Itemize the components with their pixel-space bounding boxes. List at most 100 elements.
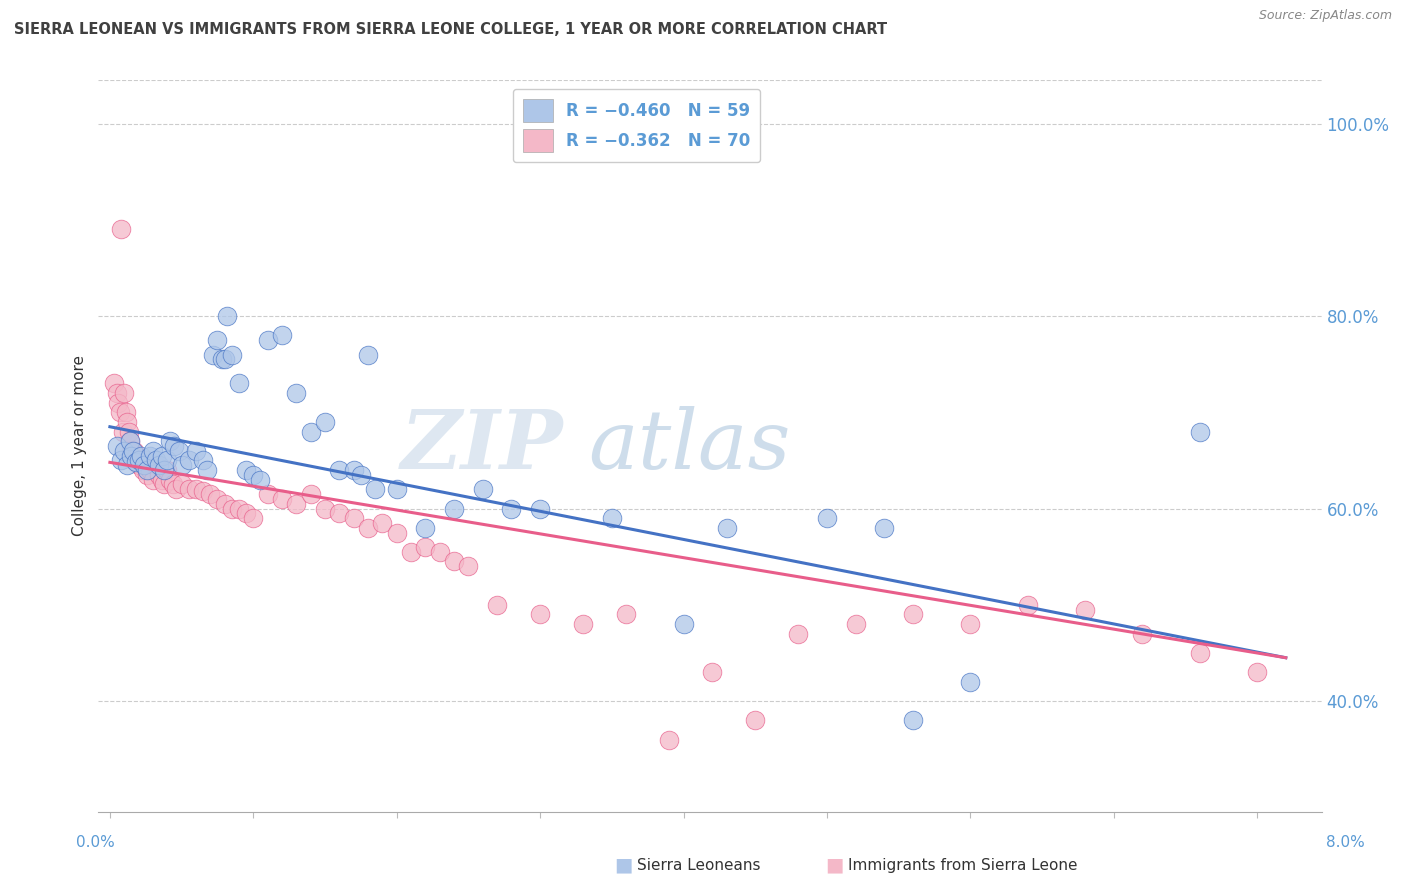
Point	[162, 477, 184, 491]
Point	[221, 347, 243, 362]
Point	[105, 439, 128, 453]
Point	[716, 521, 738, 535]
Point	[429, 545, 451, 559]
Point	[108, 405, 131, 419]
Point	[148, 467, 170, 482]
Point	[221, 501, 243, 516]
Point	[1017, 598, 1039, 612]
Point	[184, 483, 207, 497]
Point	[120, 443, 142, 458]
Point	[343, 511, 366, 525]
Point	[170, 458, 193, 473]
Point	[135, 453, 157, 467]
Point	[117, 425, 139, 439]
Y-axis label: College, 1 year or more: College, 1 year or more	[72, 356, 87, 536]
Point	[145, 458, 167, 473]
Point	[228, 501, 250, 516]
Text: Immigrants from Sierra Leone: Immigrants from Sierra Leone	[848, 858, 1077, 872]
Text: atlas: atlas	[588, 406, 790, 486]
Point	[235, 463, 257, 477]
Point	[139, 449, 162, 463]
Point	[1188, 425, 1211, 439]
Text: 8.0%: 8.0%	[1326, 836, 1365, 850]
Point	[122, 443, 145, 458]
Text: Source: ZipAtlas.com: Source: ZipAtlas.com	[1258, 9, 1392, 22]
Point	[529, 501, 551, 516]
Point	[114, 405, 136, 419]
Point	[150, 473, 173, 487]
Point	[385, 483, 408, 497]
Point	[125, 449, 148, 463]
Point	[242, 467, 264, 482]
Point	[1246, 665, 1268, 680]
Point	[271, 491, 294, 506]
Point	[150, 449, 173, 463]
Point	[471, 483, 494, 497]
Point	[873, 521, 896, 535]
Point	[845, 617, 868, 632]
Point	[142, 473, 165, 487]
Point	[156, 463, 179, 477]
Point	[1188, 646, 1211, 660]
Point	[256, 487, 278, 501]
Point	[197, 463, 219, 477]
Point	[600, 511, 623, 525]
Text: ■: ■	[825, 855, 844, 875]
Point	[167, 443, 190, 458]
Point	[314, 415, 336, 429]
Point	[249, 473, 271, 487]
Point	[271, 328, 294, 343]
Point	[572, 617, 595, 632]
Point	[110, 222, 132, 236]
Point	[139, 463, 162, 477]
Point	[415, 521, 437, 535]
Point	[357, 521, 380, 535]
Point	[299, 487, 322, 501]
Point	[443, 501, 465, 516]
Point	[228, 376, 250, 391]
Point	[202, 347, 225, 362]
Point	[111, 425, 134, 439]
Point	[165, 483, 187, 497]
Point	[112, 386, 135, 401]
Point	[120, 449, 142, 463]
Point	[118, 434, 141, 449]
Point	[177, 453, 200, 467]
Point	[107, 395, 129, 409]
Point	[128, 453, 150, 467]
Point	[242, 511, 264, 525]
Point	[131, 449, 153, 463]
Point	[136, 463, 159, 477]
Point	[191, 484, 214, 499]
Text: SIERRA LEONEAN VS IMMIGRANTS FROM SIERRA LEONE COLLEGE, 1 YEAR OR MORE CORRELATI: SIERRA LEONEAN VS IMMIGRANTS FROM SIERRA…	[14, 22, 887, 37]
Point	[328, 463, 350, 477]
Point	[136, 467, 159, 482]
Point	[134, 458, 156, 473]
Point	[702, 665, 724, 680]
Point	[207, 333, 229, 347]
Point	[132, 463, 155, 477]
Point	[131, 455, 153, 469]
Point	[115, 458, 138, 473]
Point	[457, 559, 479, 574]
Point	[787, 626, 810, 640]
Point	[153, 477, 176, 491]
Point	[125, 455, 148, 469]
Point	[901, 607, 924, 622]
Point	[501, 501, 523, 516]
Point	[148, 458, 170, 473]
Point	[217, 309, 239, 323]
Point	[529, 607, 551, 622]
Point	[385, 525, 408, 540]
Point	[672, 617, 695, 632]
Point	[110, 453, 132, 467]
Point	[314, 501, 336, 516]
Point	[153, 463, 176, 477]
Text: ■: ■	[614, 855, 633, 875]
Point	[343, 463, 366, 477]
Point	[184, 443, 207, 458]
Point	[256, 333, 278, 347]
Point	[191, 453, 214, 467]
Point	[614, 607, 637, 622]
Point	[415, 540, 437, 554]
